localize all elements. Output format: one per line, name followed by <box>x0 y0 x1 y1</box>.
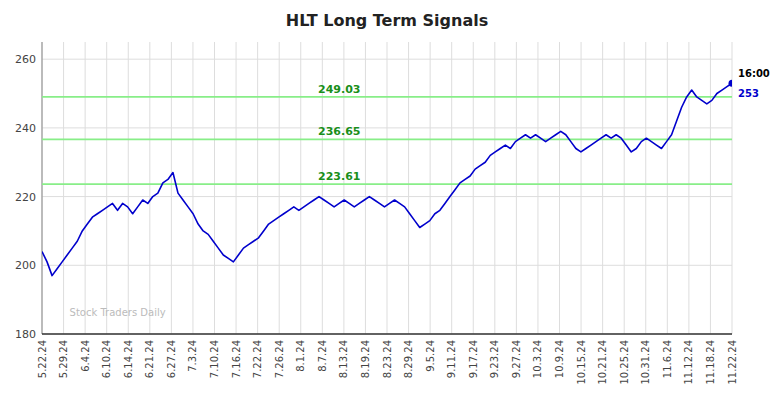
x-tick-label: 5.29.24 <box>58 340 69 378</box>
x-grid-line <box>214 42 215 334</box>
x-tick-label: 7.26.24 <box>274 340 285 378</box>
x-tick-label: 11.22.24 <box>727 340 738 385</box>
x-tick-label: 10.15.24 <box>576 340 587 385</box>
x-grid-line <box>42 42 43 334</box>
x-grid-line <box>85 42 86 334</box>
x-grid-line <box>602 42 603 334</box>
x-tick-label: 9.11.24 <box>446 340 457 378</box>
x-grid-line <box>300 42 301 334</box>
watermark: Stock Traders Daily <box>70 307 166 318</box>
x-grid-line <box>236 42 237 334</box>
y-tick-label: 240 <box>15 122 36 135</box>
x-axis-line <box>42 333 732 335</box>
x-grid-line <box>710 42 711 334</box>
x-tick-label: 8.13.24 <box>338 340 349 378</box>
reference-line <box>42 138 732 140</box>
price-line <box>42 83 732 275</box>
x-tick-label: 10.21.24 <box>597 340 608 385</box>
x-grid-line <box>128 42 129 334</box>
x-grid-line <box>624 42 625 334</box>
x-grid-line <box>473 42 474 334</box>
x-tick-label: 10.31.24 <box>640 340 651 385</box>
x-grid-line <box>149 42 150 334</box>
x-grid-line <box>257 42 258 334</box>
x-grid-line <box>537 42 538 334</box>
x-tick-label: 10.3.24 <box>532 340 543 378</box>
y-tick-label: 200 <box>15 259 36 272</box>
y-tick-label: 180 <box>15 328 36 341</box>
x-grid-line <box>494 42 495 334</box>
x-tick-label: 8.19.24 <box>360 340 371 378</box>
y-tick-label: 260 <box>15 53 36 66</box>
x-tick-label: 6.14.24 <box>123 340 134 378</box>
y-axis-line <box>42 42 43 334</box>
x-grid-line <box>559 42 560 334</box>
end-dot <box>729 80 733 87</box>
grid <box>42 42 732 334</box>
x-grid-line <box>106 42 107 334</box>
x-tick-label: 7.3.24 <box>187 340 198 372</box>
x-tick-label: 10.25.24 <box>619 340 630 385</box>
plot-area <box>42 80 732 276</box>
x-grid-line <box>408 42 409 334</box>
x-grid-line <box>645 42 646 334</box>
x-grid-line <box>667 42 668 334</box>
chart: HLT Long Term Signals 180 200 220 240 260 5.22… <box>0 0 784 398</box>
x-tick-label: 9.17.24 <box>468 340 479 378</box>
x-tick-label: 11.6.24 <box>662 340 673 378</box>
x-grid-line <box>430 42 431 334</box>
x-tick-label: 8.29.24 <box>403 340 414 378</box>
x-grid-line <box>365 42 366 334</box>
y-tick-label: 220 <box>15 191 36 204</box>
reference-line <box>42 183 732 185</box>
x-tick-label: 5.22.24 <box>37 340 48 378</box>
x-tick-label: 8.7.24 <box>317 340 328 372</box>
x-tick-label: 8.1.24 <box>295 340 306 372</box>
x-tick-label: 9.27.24 <box>511 340 522 378</box>
title: HLT Long Term Signals <box>286 11 488 30</box>
x-tick-label: 9.5.24 <box>425 340 436 372</box>
y-grid-line <box>42 334 732 335</box>
x-grid-line <box>688 42 689 334</box>
x-tick-label: 8.23.24 <box>382 340 393 378</box>
x-tick-label: 10.9.24 <box>554 340 565 378</box>
x-grid-line <box>63 42 64 334</box>
reference-label: 249.03 <box>318 83 360 96</box>
x-tick-label: 6.21.24 <box>144 340 155 378</box>
x-grid-line <box>279 42 280 334</box>
end-value-label: 253 <box>738 88 759 99</box>
x-grid-line <box>581 42 582 334</box>
x-tick-label: 7.16.24 <box>231 340 242 378</box>
reference-line <box>42 96 732 98</box>
x-tick-label: 6.27.24 <box>166 340 177 378</box>
reference-label: 236.65 <box>318 125 360 138</box>
x-tick-label: 7.10.24 <box>209 340 220 378</box>
x-tick-label: 6.10.24 <box>101 340 112 378</box>
x-grid-line <box>192 42 193 334</box>
x-grid-line <box>171 42 172 334</box>
x-tick-label: 11.18.24 <box>705 340 716 385</box>
x-grid-line <box>451 42 452 334</box>
x-grid-line <box>387 42 388 334</box>
x-tick-label: 7.22.24 <box>252 340 263 378</box>
x-tick-label: 11.12.24 <box>683 340 694 385</box>
x-tick-label: 9.23.24 <box>489 340 500 378</box>
end-time-label: 16:00 <box>738 68 770 79</box>
x-tick-label: 6.4.24 <box>80 340 91 372</box>
x-grid-line <box>516 42 517 334</box>
reference-label: 223.61 <box>318 170 360 183</box>
